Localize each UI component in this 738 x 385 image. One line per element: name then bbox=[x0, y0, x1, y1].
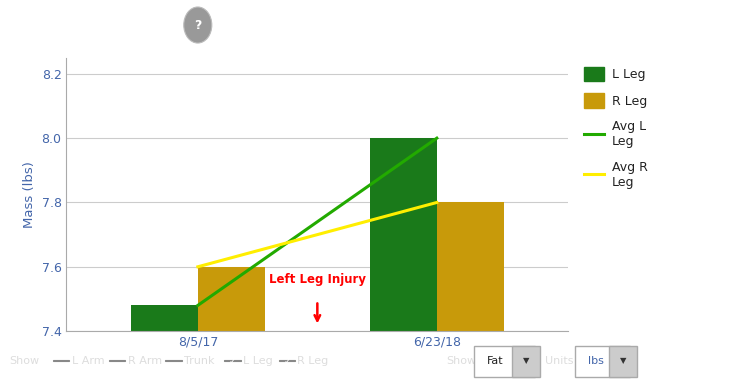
Text: R Arm: R Arm bbox=[128, 356, 162, 366]
Text: ▼: ▼ bbox=[523, 357, 529, 365]
Bar bbox=[370, 138, 437, 331]
Ellipse shape bbox=[184, 7, 212, 43]
Bar bbox=[131, 305, 198, 331]
Y-axis label: Mass (lbs): Mass (lbs) bbox=[23, 161, 36, 228]
Text: ▼: ▼ bbox=[620, 357, 626, 365]
Bar bbox=[437, 203, 504, 331]
FancyBboxPatch shape bbox=[474, 346, 535, 377]
Text: Fat: Fat bbox=[487, 356, 504, 366]
Bar bbox=[224, 360, 241, 362]
Text: Units: Units bbox=[545, 356, 573, 366]
Bar bbox=[109, 360, 125, 362]
Text: ✓: ✓ bbox=[229, 357, 236, 365]
Text: ✓: ✓ bbox=[283, 357, 291, 365]
FancyBboxPatch shape bbox=[512, 346, 540, 377]
Text: L Leg: L Leg bbox=[243, 356, 272, 366]
Text: Trunk: Trunk bbox=[184, 356, 214, 366]
Text: L Arm: L Arm bbox=[72, 356, 104, 366]
Text: Show: Show bbox=[9, 356, 39, 366]
Bar bbox=[53, 360, 69, 362]
FancyBboxPatch shape bbox=[609, 346, 637, 377]
Text: R Leg: R Leg bbox=[297, 356, 328, 366]
Legend: L Leg, R Leg, Avg L
Leg, Avg R
Leg: L Leg, R Leg, Avg L Leg, Avg R Leg bbox=[582, 64, 650, 191]
Bar bbox=[165, 360, 182, 362]
Bar bbox=[279, 360, 295, 362]
Text: Show: Show bbox=[446, 356, 477, 366]
FancyBboxPatch shape bbox=[575, 346, 630, 377]
Text: Segmental Trending: Segmental Trending bbox=[9, 15, 246, 35]
Text: ?: ? bbox=[194, 18, 201, 32]
Text: lbs: lbs bbox=[588, 356, 604, 366]
Text: Left Leg Injury: Left Leg Injury bbox=[269, 273, 366, 286]
Bar bbox=[198, 267, 265, 331]
